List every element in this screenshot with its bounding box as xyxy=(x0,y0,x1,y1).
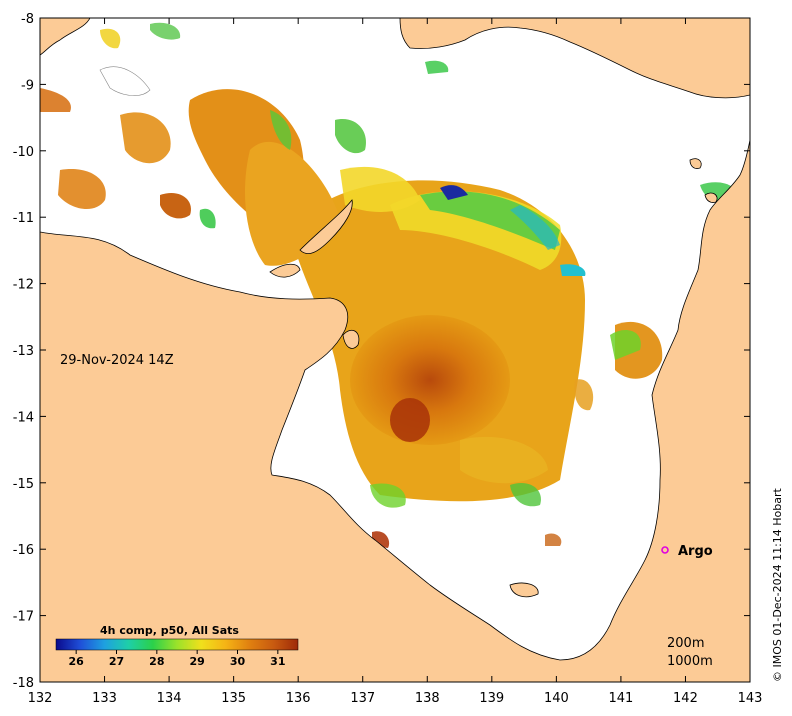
y-tick-label: -11 xyxy=(13,211,34,226)
argo-marker[interactable] xyxy=(661,546,669,554)
contour-label-shallow: 200m xyxy=(667,636,704,651)
x-tick-label: 134 xyxy=(157,691,182,706)
credit-text: © IMOS 01-Dec-2024 11:14 Hobart xyxy=(771,487,784,682)
y-tick-label: -8 xyxy=(21,12,34,27)
axis-tick-labels: 132 133 134 135 136 137 138 139 140 141 142 143 -8 -9… xyxy=(13,12,763,706)
argo-label: Argo xyxy=(678,544,713,559)
axis-ticks xyxy=(39,17,751,683)
colorbar-gradient xyxy=(55,638,299,651)
x-tick-label: 139 xyxy=(479,691,504,706)
land-top-left xyxy=(40,18,91,56)
y-tick-label: -9 xyxy=(21,78,34,93)
date-label: 29-Nov-2024 14Z xyxy=(60,353,174,368)
colorbar-tick-label: 29 xyxy=(190,655,205,668)
x-tick-label: 136 xyxy=(286,691,311,706)
land-mornington-island xyxy=(509,582,539,598)
sst-field xyxy=(40,22,739,548)
x-tick-label: 132 xyxy=(28,691,53,706)
y-tick-label: -17 xyxy=(13,610,34,625)
contour-label-deep: 1000m xyxy=(667,654,713,669)
x-tick-label: 140 xyxy=(544,691,569,706)
x-tick-label: 133 xyxy=(92,691,117,706)
y-tick-label: -14 xyxy=(13,410,34,425)
y-tick-label: -15 xyxy=(13,477,34,492)
colorbar-tick-label: 28 xyxy=(149,655,164,668)
colorbar: 4h comp, p50, All Sats 26 27 28 29 30 31 xyxy=(55,624,299,668)
land xyxy=(40,18,750,682)
y-tick-label: -10 xyxy=(13,145,34,160)
colorbar-tick-label: 31 xyxy=(270,655,285,668)
colorbar-title: 4h comp, p50, All Sats xyxy=(100,624,239,637)
y-tick-label: -12 xyxy=(13,278,34,293)
y-tick-label: -16 xyxy=(13,543,34,558)
y-tick-label: -18 xyxy=(13,676,34,691)
x-tick-label: 138 xyxy=(415,691,440,706)
land-northern-territory xyxy=(40,139,750,682)
x-tick-label: 141 xyxy=(608,691,633,706)
x-tick-label: 143 xyxy=(738,691,763,706)
y-tick-label: -13 xyxy=(13,344,34,359)
contour-line xyxy=(99,66,151,96)
colorbar-tick-label: 30 xyxy=(230,655,246,668)
colorbar-tick-label: 26 xyxy=(69,655,85,668)
x-tick-label: 137 xyxy=(350,691,375,706)
x-tick-label: 135 xyxy=(221,691,246,706)
land-new-guinea xyxy=(399,18,750,99)
colorbar-tick-label: 27 xyxy=(109,655,124,668)
land-groote-eylandt xyxy=(342,329,360,349)
x-tick-label: 142 xyxy=(673,691,698,706)
